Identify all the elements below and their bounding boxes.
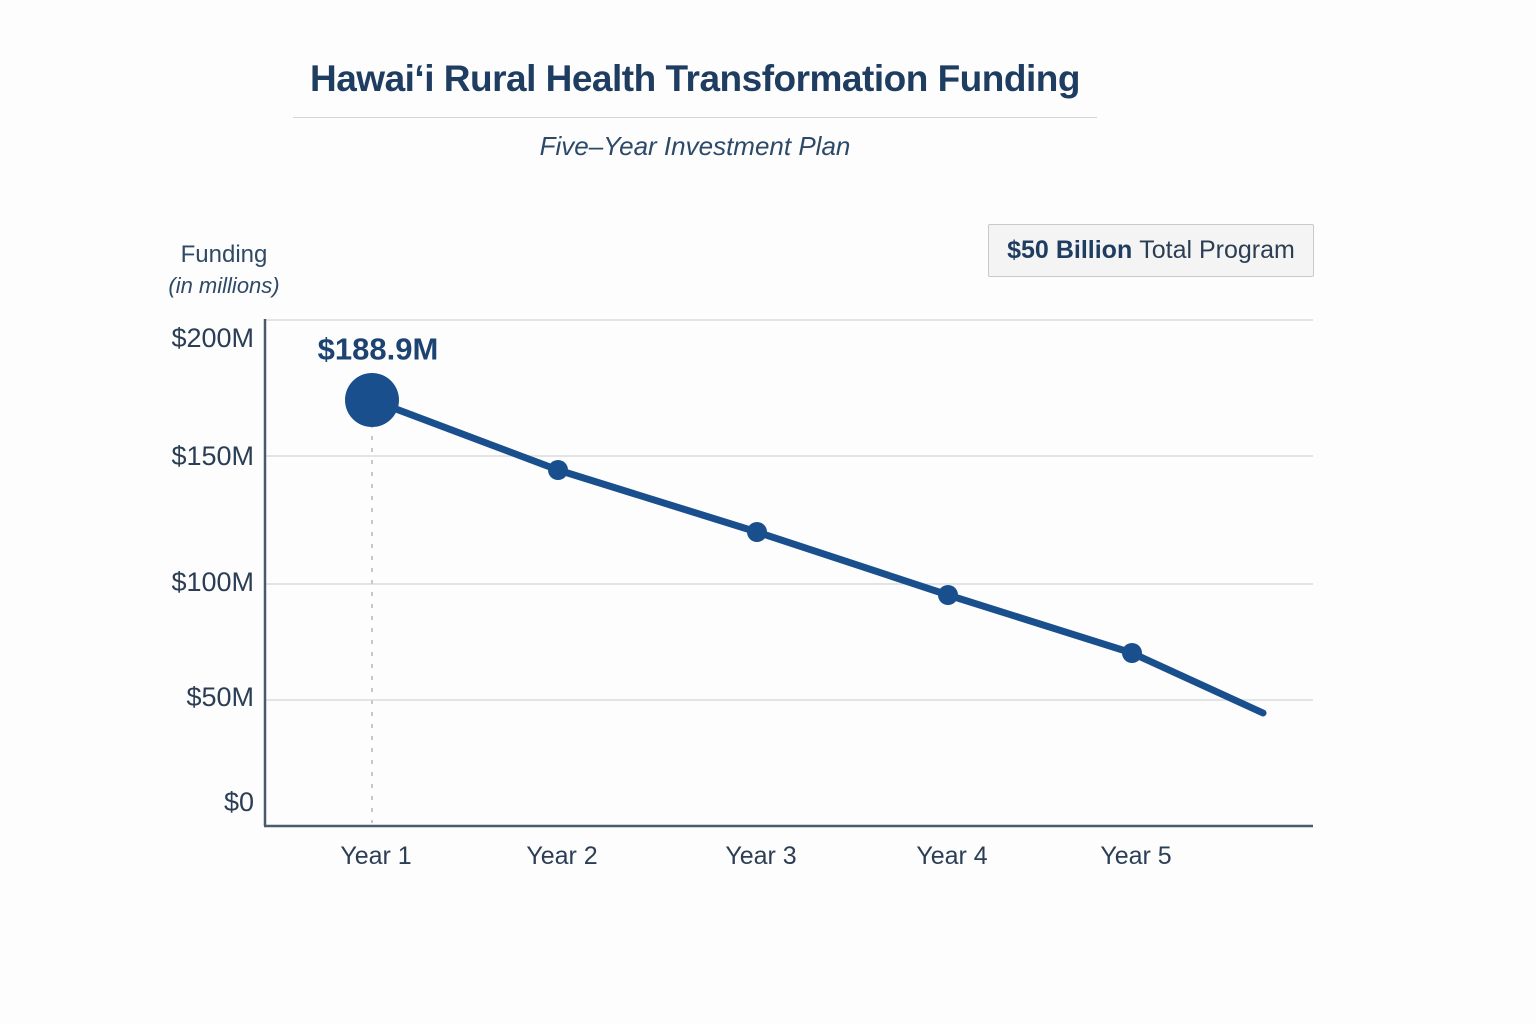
y-tick-label: $0 — [224, 787, 254, 817]
badge-label: Total Program — [1139, 236, 1295, 264]
funding-trend-line — [368, 396, 1267, 717]
x-tick-label: Year 3 — [725, 842, 796, 870]
chart-title: Hawaiʻi Rural Health Transformation Fund… — [310, 58, 1080, 99]
badge-amount: $50 — [1007, 236, 1049, 264]
y-tick-label: $100M — [171, 567, 254, 597]
data-point-year-3 — [747, 522, 767, 542]
data-point-year-2 — [548, 460, 568, 480]
x-tick-label: Year 2 — [526, 842, 597, 870]
year1-value-label: $188.9M — [318, 332, 439, 367]
x-tick-label: Year 4 — [916, 842, 987, 870]
y-tick-label: $50M — [186, 682, 254, 712]
x-tick-label: Year 5 — [1100, 842, 1171, 870]
y-axis-title: Funding (in millions) — [148, 239, 300, 301]
x-tick-label: Year 1 — [340, 842, 411, 870]
y-tick-label: $200M — [171, 323, 254, 353]
y-tick-label: $150M — [171, 441, 254, 471]
y-axis-title-text: Funding — [180, 241, 268, 268]
data-point-year-1 — [345, 373, 399, 427]
data-point-year-5 — [1122, 643, 1142, 663]
data-point-year-4 — [938, 585, 958, 605]
total-program-badge: $50 Billion Total Program — [988, 224, 1314, 277]
chart-header: Hawaiʻi Rural Health Transformation Fund… — [215, 58, 1175, 162]
y-axis-title-units: (in millions) — [168, 273, 280, 299]
title-divider — [293, 117, 1097, 118]
badge-unit: Billion — [1055, 236, 1133, 264]
chart-subtitle: Five–Year Investment Plan — [539, 131, 851, 161]
